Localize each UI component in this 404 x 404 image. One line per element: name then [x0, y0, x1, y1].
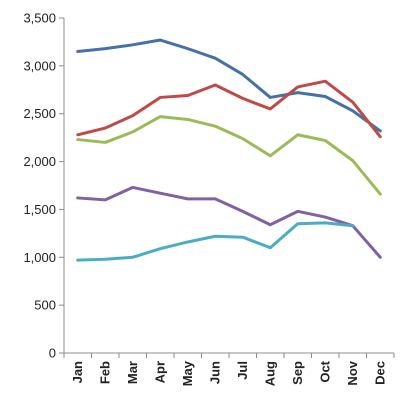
x-tick-label: Apr [152, 361, 167, 383]
x-tick-label: Jun [207, 361, 222, 384]
y-tick-label: 2,500 [23, 106, 56, 121]
x-tick-label: Dec [372, 361, 387, 385]
series-line-3 [76, 115, 382, 196]
x-tick-label: Oct [317, 360, 332, 382]
y-tick-label: 3,500 [23, 11, 56, 26]
x-tick-label: Sep [290, 361, 305, 385]
y-tick-label: 500 [34, 298, 56, 313]
y-tick-label: 2,000 [23, 154, 56, 169]
y-tick-label: 1,500 [23, 202, 56, 217]
series-line-4 [76, 185, 382, 259]
x-tick-label: Nov [345, 360, 360, 385]
y-tick-label: 0 [49, 346, 56, 361]
x-tick-label: Aug [262, 361, 277, 386]
x-tick-label: May [180, 360, 195, 386]
y-tick-label: 3,000 [23, 58, 56, 73]
tick-labels: 0 500 1,000 1,500 2,000 2,500 3,000 3,500 Jan Feb… [23, 11, 387, 387]
series-lines [76, 38, 382, 262]
x-tick-label: Feb [97, 361, 112, 384]
x-tick-label: Jul [235, 361, 250, 380]
x-tick-label: Mar [125, 361, 140, 384]
axes [59, 17, 395, 358]
series-line-5 [76, 221, 355, 262]
series-line-2 [76, 79, 382, 139]
y-tick-label: 1,000 [23, 250, 56, 265]
x-tick-label: Jan [70, 361, 85, 383]
series-line-1 [76, 38, 382, 133]
